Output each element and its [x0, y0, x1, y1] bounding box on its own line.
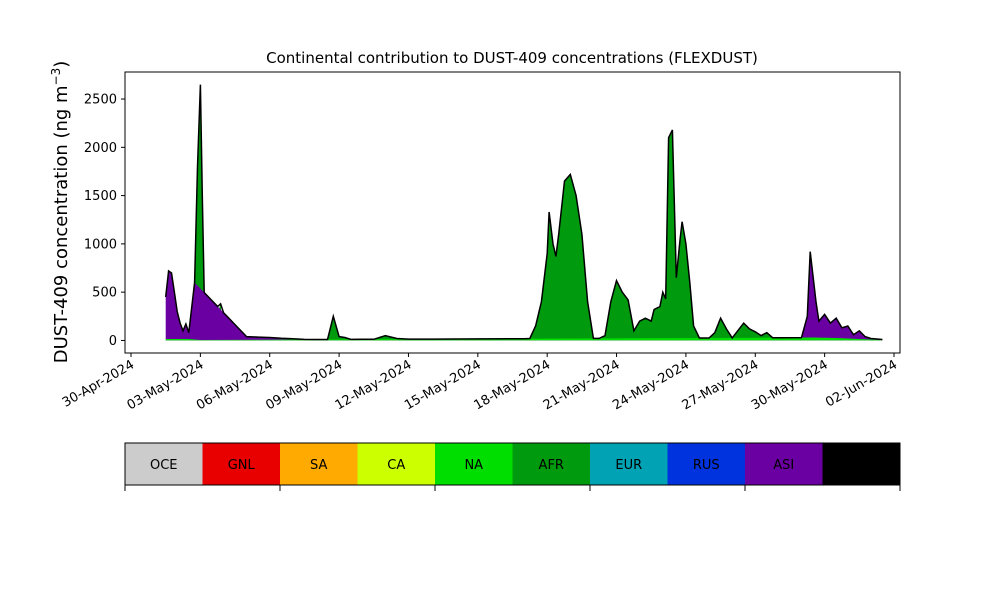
total-outline — [164, 84, 883, 341]
legend-swatch-oce — [125, 443, 203, 485]
x-tick-label: 03-May-2024 — [125, 357, 207, 413]
legend-label-rus: RUS — [693, 458, 720, 473]
y-tick-label: 500 — [92, 286, 117, 301]
y-axis-label: DUST-409 concentration (ng m−3) — [49, 61, 72, 364]
legend-label-na: NA — [464, 458, 483, 473]
legend-swatch-rus — [667, 443, 746, 485]
y-axis-label-main: DUST-409 concentration (ng m — [51, 85, 72, 363]
x-tick-label: 09-May-2024 — [263, 357, 345, 413]
legend-label-aus: AUS — [848, 458, 875, 473]
legend-label-gnl: GNL — [228, 458, 256, 473]
x-tick-label: 30-May-2024 — [749, 357, 831, 413]
x-tick-label: 02-Jun-2024 — [823, 357, 900, 410]
y-tick-label: 1500 — [84, 189, 117, 204]
legend-label-afr: AFR — [539, 458, 564, 473]
y-axis-label-unit-sup: −3 — [49, 68, 63, 86]
y-tick-label: 2500 — [84, 93, 117, 108]
x-tick-label: 27-May-2024 — [680, 357, 762, 413]
x-tick-label: 06-May-2024 — [194, 357, 276, 413]
legend-swatch-afr — [512, 443, 591, 485]
plot-area — [124, 71, 901, 354]
legend-swatch-eur — [590, 443, 668, 485]
legend-swatch-gnl — [202, 443, 281, 485]
chart-title: Continental contribution to DUST-409 con… — [266, 49, 758, 67]
legend-swatch-ca — [357, 443, 436, 485]
y-axis-label-close: ) — [51, 61, 72, 68]
series-area-afr — [165, 84, 883, 341]
series-layer — [164, 84, 883, 341]
legend-label-oce: OCE — [150, 458, 178, 473]
x-tick-label: 18-May-2024 — [472, 357, 554, 413]
legend-swatch-na — [435, 443, 513, 485]
x-tick-label: 24-May-2024 — [610, 357, 692, 413]
y-tick-label: 2000 — [84, 141, 117, 156]
x-tick-label: 15-May-2024 — [402, 357, 484, 413]
series-area-asi — [165, 251, 883, 341]
legend-swatch-asi — [745, 443, 823, 485]
legend-label-sa: SA — [310, 458, 327, 473]
y-tick-label: 1000 — [84, 237, 117, 252]
legend-swatch-aus — [822, 443, 901, 485]
legend-label-ca: CA — [387, 458, 405, 473]
y-axis: 0 500 1000 1500 2000 2500 — [84, 93, 125, 349]
continent-colorbar: OCE GNL SA CA NA AFR EUR RUS ASI AUS — [124, 442, 901, 491]
legend-swatch-sa — [280, 443, 358, 485]
legend-label-asi: ASI — [773, 458, 794, 473]
x-axis: 30-Apr-202403-May-202406-May-202409-May-… — [60, 353, 900, 413]
colorbar-frame — [124, 442, 901, 486]
x-tick-label: 21-May-2024 — [541, 357, 623, 413]
x-tick-label: 12-May-2024 — [333, 357, 415, 413]
legend-label-eur: EUR — [615, 458, 642, 473]
plot-frame — [124, 71, 901, 354]
y-tick-label: 0 — [109, 334, 117, 349]
